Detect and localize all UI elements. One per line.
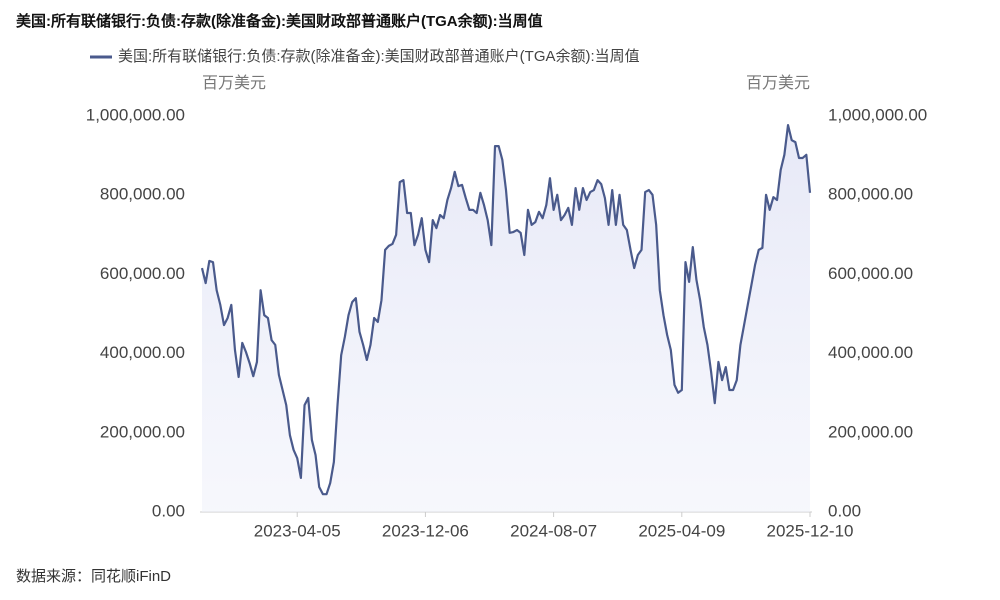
y-axis-unit: 百万美元 [202, 74, 266, 92]
y2-tick-label: 200,000.00 [828, 422, 913, 441]
y2-tick-label: 400,000.00 [828, 343, 913, 362]
x-tick-label: 2025-12-10 [767, 521, 854, 540]
y2-tick-label: 0.00 [828, 501, 861, 520]
y-tick-label: 1,000,000.00 [86, 105, 185, 124]
y-tick-label: 800,000.00 [100, 185, 185, 204]
area [202, 125, 810, 512]
legend-label: 美国:所有联储银行:负债:存款(除准备金):美国财政部普通账户(TGA余额):当… [118, 47, 640, 65]
x-tick-label: 2023-04-05 [254, 521, 341, 540]
y2-tick-label: 600,000.00 [828, 264, 913, 283]
line [200, 124, 812, 496]
y-tick-label: 0.00 [152, 501, 185, 520]
chart-title: 美国:所有联储银行:负债:存款(除准备金):美国财政部普通账户(TGA余额):当… [16, 12, 543, 30]
x-tick-label: 2024-08-07 [510, 521, 597, 540]
y2-tick-label: 1,000,000.00 [828, 105, 927, 124]
y-tick-label: 600,000.00 [100, 264, 185, 283]
y-tick-label: 200,000.00 [100, 422, 185, 441]
y-tick-label: 400,000.00 [100, 343, 185, 362]
x-tick-label: 2023-12-06 [382, 521, 469, 540]
y2-axis-unit: 百万美元 [746, 74, 810, 92]
x-tick-label: 2025-04-09 [638, 521, 725, 540]
source-note: 数据来源：同花顺iFinD [16, 568, 171, 585]
y2-tick-label: 800,000.00 [828, 185, 913, 204]
